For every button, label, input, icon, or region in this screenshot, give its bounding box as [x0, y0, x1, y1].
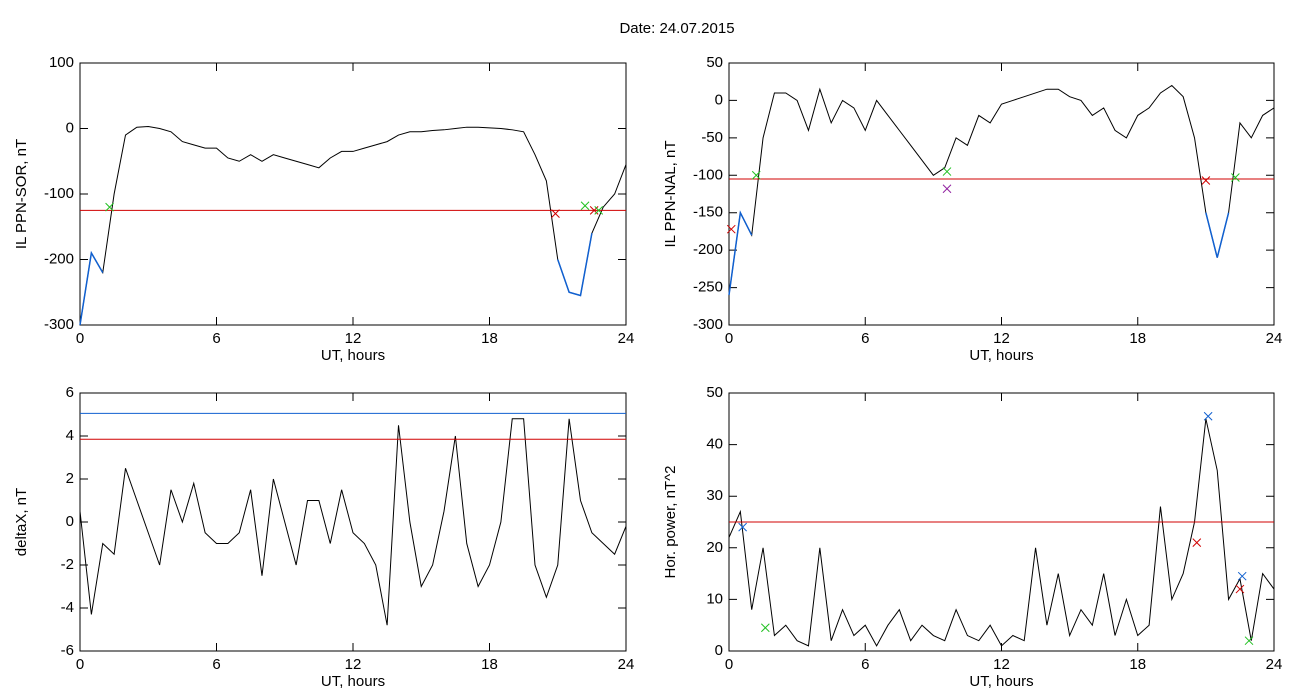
- cross-marker: [1244, 636, 1254, 646]
- data-line: [728, 418, 1275, 647]
- below-threshold-line: [728, 210, 753, 296]
- x-tick-label: 18: [481, 656, 498, 673]
- y-tick-label: -200: [693, 241, 723, 258]
- x-tick-label: 24: [1266, 656, 1283, 673]
- y-axis-label: IL PPN-SOR, nT: [13, 139, 30, 249]
- y-tick-label: 50: [706, 384, 723, 401]
- x-tick-label: 0: [76, 656, 84, 673]
- y-tick-label: -150: [693, 204, 723, 221]
- cross-marker: [1235, 584, 1245, 594]
- figure-title: Date: 24.07.2015: [619, 20, 734, 37]
- y-axis-label: deltaX, nT: [13, 488, 30, 556]
- y-tick-label: -4: [61, 599, 74, 616]
- x-tick-label: 18: [1129, 330, 1146, 347]
- x-tick-label: 12: [993, 330, 1010, 347]
- cross-marker: [751, 170, 761, 180]
- y-tick-label: 0: [66, 513, 74, 530]
- x-tick-label: 0: [725, 330, 733, 347]
- cross-marker: [1203, 411, 1213, 421]
- x-tick-label: 12: [345, 330, 362, 347]
- x-tick-label: 24: [618, 330, 635, 347]
- y-tick-label: 6: [66, 384, 74, 401]
- x-tick-label: 12: [345, 656, 362, 673]
- cross-marker: [1201, 176, 1211, 185]
- cross-marker: [105, 202, 114, 212]
- cross-marker: [760, 623, 770, 633]
- x-tick-label: 0: [725, 656, 733, 673]
- y-tick-label: -300: [44, 316, 74, 333]
- plot-frame: [79, 62, 627, 326]
- y-tick-label: 0: [66, 119, 74, 136]
- x-tick-label: 18: [1129, 656, 1146, 673]
- cross-marker: [580, 201, 590, 211]
- plot-frame: [79, 392, 627, 652]
- x-axis-label: UT, hours: [969, 347, 1033, 364]
- data-line: [728, 84, 1275, 296]
- y-tick-label: -200: [44, 250, 74, 267]
- x-tick-label: 0: [76, 330, 84, 347]
- y-tick-label: 4: [66, 427, 74, 444]
- cross-marker: [1192, 538, 1202, 547]
- y-tick-label: -250: [693, 279, 723, 296]
- data-line: [79, 126, 627, 326]
- y-tick-label: 10: [706, 590, 723, 607]
- x-axis-label: UT, hours: [321, 347, 385, 364]
- x-tick-label: 6: [212, 656, 220, 673]
- data-line: [79, 418, 627, 626]
- y-tick-label: 0: [715, 642, 723, 659]
- y-axis-label: Hor. power, nT^2: [662, 466, 679, 579]
- y-tick-label: -100: [693, 166, 723, 183]
- x-tick-label: 6: [861, 656, 869, 673]
- below-threshold-line: [79, 250, 104, 326]
- cross-marker: [942, 167, 952, 176]
- y-tick-label: 50: [706, 54, 723, 71]
- y-tick-label: -300: [693, 316, 723, 333]
- below-threshold-line: [557, 233, 593, 297]
- x-tick-label: 24: [618, 656, 635, 673]
- cross-marker: [942, 184, 952, 194]
- y-tick-label: 20: [706, 539, 723, 556]
- y-tick-label: -2: [61, 556, 74, 573]
- cross-marker: [589, 206, 599, 215]
- x-tick-label: 24: [1266, 330, 1283, 347]
- plot-frame: [728, 62, 1275, 326]
- x-axis-label: UT, hours: [969, 673, 1033, 690]
- cross-marker: [726, 224, 736, 234]
- x-tick-label: 6: [861, 330, 869, 347]
- cross-marker: [738, 522, 747, 532]
- y-tick-label: -100: [44, 185, 74, 202]
- cross-marker: [1237, 571, 1247, 581]
- y-axis-label: IL PPN-NAL, nT: [662, 141, 679, 248]
- cross-marker: [551, 209, 560, 219]
- y-tick-label: 100: [49, 54, 74, 71]
- cross-marker: [594, 206, 604, 215]
- y-tick-label: 0: [715, 91, 723, 108]
- below-threshold-line: [1205, 212, 1230, 258]
- x-axis-label: UT, hours: [321, 673, 385, 690]
- cross-marker: [1231, 173, 1240, 182]
- y-tick-label: 30: [706, 487, 723, 504]
- y-tick-label: 2: [66, 470, 74, 487]
- y-tick-label: -6: [61, 642, 74, 659]
- x-tick-label: 12: [993, 656, 1010, 673]
- x-tick-label: 6: [212, 330, 220, 347]
- x-tick-label: 18: [481, 330, 498, 347]
- y-tick-label: -50: [701, 129, 723, 146]
- y-tick-label: 40: [706, 436, 723, 453]
